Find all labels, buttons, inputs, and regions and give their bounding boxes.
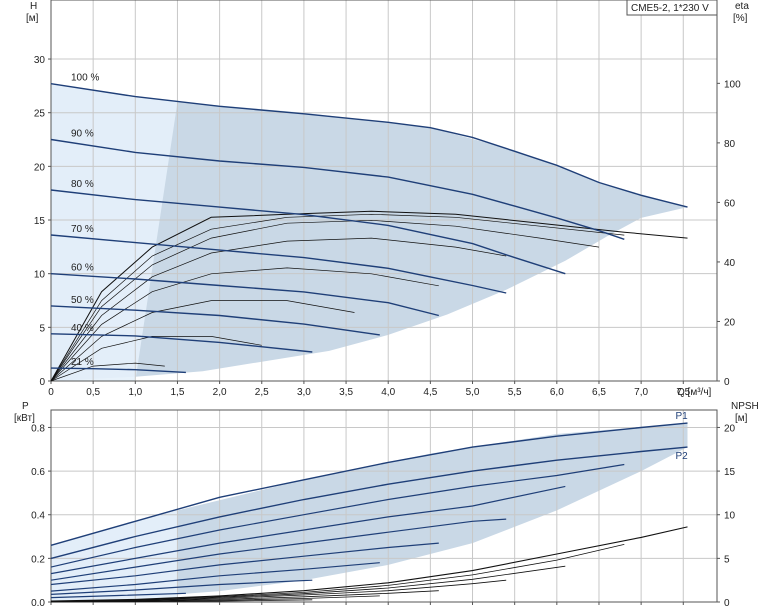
head-x-tick-label: 2,5 [255,387,269,398]
power-y-tick-label: 0.2 [31,554,45,565]
p-axis-unit: [кВт] [14,413,35,424]
power-series-1 [50,446,688,560]
head-y-tick-label: 15 [34,216,46,227]
model-label-box [626,0,718,16]
head-y2-tick-label: 20 [724,317,736,328]
power-npsh-panel: 0.0 0.2 0.4 0.6 0.8 0 5 10 15 20 P1 P2 [31,409,736,609]
power-y-tick-label: 0.0 [31,598,45,609]
head-curve-label-0: 100 % [71,73,99,84]
head-y-tick-label: 30 [34,55,46,66]
power-operating-area [51,423,688,602]
head-y2-tick-label: 60 [724,198,736,209]
eta-axis-name: eta [735,1,749,12]
head-x-tick-label: 2,0 [213,387,227,398]
head-x-tick-label: 6,0 [550,387,564,398]
head-curve-label-6: 40 % [71,323,94,334]
head-curve-label-7: 21 % [71,357,94,368]
head-curve-6 [50,333,313,353]
head-x-tick-label: 1,5 [171,387,185,398]
power-curve-2 [50,518,507,581]
head-x-tick-label: 4,5 [423,387,437,398]
head-y-tick-label: 0 [39,377,45,388]
power-curve-4 [50,562,380,592]
power-curve-0 [50,463,625,568]
head-y-tick-label: 25 [34,109,46,120]
h-axis-unit: [м] [26,13,39,24]
power-y-tick-label: 0.8 [31,423,45,434]
npsh-axis-name: NPSH [731,401,759,412]
head-curve-7 [50,367,186,374]
head-y-tick-label: 20 [34,162,46,173]
head-x-tick-label: 0,5 [86,387,100,398]
efficiency-curve-0 [50,210,688,382]
head-y-tick-label: 5 [39,323,45,334]
npsh-curve-6 [50,599,313,603]
power-y2-tick-label: 20 [724,423,736,434]
head-x-tick-label: 3,0 [297,387,311,398]
head-x-tick-label: 7,0 [634,387,648,398]
power-y2-tick-label: 15 [724,467,736,478]
efficiency-curve-4 [50,267,439,382]
head-x-tick-label: 5,0 [466,387,480,398]
head-x-tick-label: 4,0 [381,387,395,398]
npsh-axis-unit: [м] [735,413,748,424]
efficiency-curve-2 [50,219,600,382]
power-curve-1 [50,485,566,575]
power-y-tick-label: 0.4 [31,511,45,522]
power-y2-tick-label: 0 [724,598,730,609]
head-curve-2 [50,189,566,275]
power-y2-tick-label: 5 [724,554,730,565]
head-y-tick-label: 10 [34,270,46,281]
head-x-tick-label: 1,0 [128,387,142,398]
eta-axis-unit: [%] [733,13,748,24]
efficiency-curve-6 [50,336,262,382]
head-x-tick-label: 7,5 [676,387,690,398]
head-curve-5 [50,305,380,336]
head-x-tick-label: 5,5 [508,387,522,398]
head-curve-label-3: 70 % [71,224,94,235]
model-label: CME5-2, 1*230 V [631,3,709,14]
head-curve-label-1: 90 % [71,129,94,140]
npsh-curve-1 [50,544,625,602]
head-curve-label-5: 50 % [71,295,94,306]
power-series-label-1: P2 [675,451,688,462]
head-y2-tick-label: 40 [724,258,736,269]
efficiency-curve-7 [50,362,165,382]
head-curve-0 [50,83,688,208]
power-y-tick-label: 0.6 [31,467,45,478]
npsh-curve-0 [50,526,688,602]
power-curve-3 [50,542,439,586]
p-axis-name: P [22,401,29,412]
head-curve-1 [50,138,625,240]
power-series-0 [50,422,688,546]
efficiency-curve-5 [50,300,355,382]
power-curve-6 [50,592,186,599]
power-y2-tick-label: 10 [724,511,736,522]
head-curve-label-2: 80 % [71,179,94,190]
h-axis-name: H [30,1,37,12]
power-frame [50,409,718,603]
efficiency-curve-1 [50,213,625,382]
head-y2-tick-label: 100 [724,79,741,90]
head-curve-4 [50,273,439,317]
head-x-tick-label: 3,5 [339,387,353,398]
head-efficiency-panel: 0 5 10 15 20 25 30 0 20 40 60 80 100 0 0,5 1,0 1,5 2,0 2,5… [34,0,741,398]
head-light-area [51,83,178,381]
head-operating-area [51,83,688,381]
power-light-area [51,510,178,602]
head-x-tick-label: 6,5 [592,387,606,398]
head-curve-label-4: 60 % [71,263,94,274]
power-series-label-0: P1 [675,411,688,422]
head-y2-tick-label: 0 [724,377,730,388]
head-x-tick-label: 0 [48,387,54,398]
head-y2-tick-label: 80 [724,139,736,150]
x-axis-label: Q [м³/ч] [677,387,712,398]
power-curve-5 [50,579,313,595]
head-curve-3 [50,234,507,294]
